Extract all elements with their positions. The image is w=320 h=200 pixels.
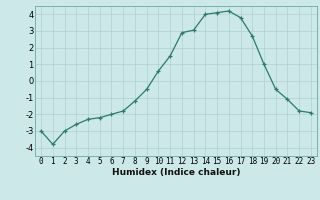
X-axis label: Humidex (Indice chaleur): Humidex (Indice chaleur) bbox=[112, 168, 240, 177]
